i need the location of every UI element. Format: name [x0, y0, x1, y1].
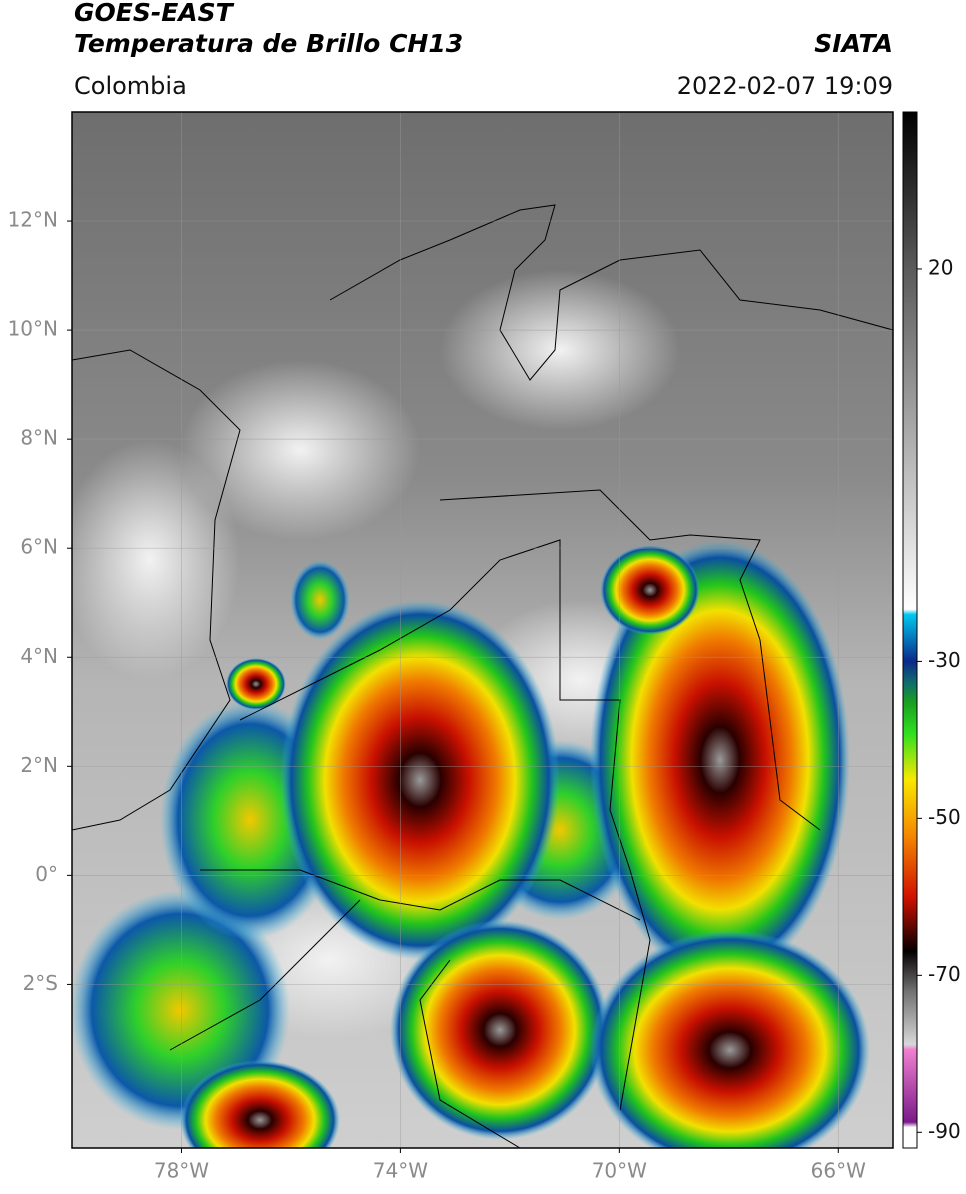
satellite-image [72, 112, 893, 1148]
lon-tick-label: 74°W [373, 1159, 428, 1183]
colorbar-tick-label: -70 [928, 962, 961, 986]
lon-tick-label: 66°W [811, 1159, 866, 1183]
colorbar [902, 111, 918, 1149]
lat-tick-label: 0° [35, 862, 58, 886]
title: GOES-EAST [74, 0, 235, 27]
lat-tick-label: 12°N [8, 208, 58, 232]
subtitle: Temperatura de Brillo CH13 [74, 29, 463, 58]
source: SIATA [814, 29, 893, 58]
lon-tick-label: 78°W [154, 1159, 209, 1183]
map-grid [72, 112, 893, 1148]
colorbar-tick-label: 20 [928, 255, 953, 279]
ticks: 78°W 74°W 70°W 66°W 12°N 10°N 8°N 6°N 4°N 2°N 0° 2°… [8, 208, 961, 1183]
lon-tick-label: 70°W [592, 1159, 647, 1183]
lat-tick-label: 10°N [8, 317, 58, 341]
lat-tick-label: 8°N [20, 426, 58, 450]
region: Colombia [74, 72, 187, 100]
datetime: 2022-02-07 19:09 [677, 72, 893, 100]
lat-tick-label: 2°S [23, 971, 58, 995]
lat-tick-label: 2°N [20, 753, 58, 777]
lat-tick-label: 4°N [20, 644, 58, 668]
colorbar-tick-label: -50 [928, 805, 961, 829]
colorbar-tick-label: -90 [928, 1119, 961, 1143]
colorbar-tick-label: -30 [928, 648, 961, 672]
map-frame [71, 111, 894, 1149]
lat-tick-label: 6°N [20, 535, 58, 559]
